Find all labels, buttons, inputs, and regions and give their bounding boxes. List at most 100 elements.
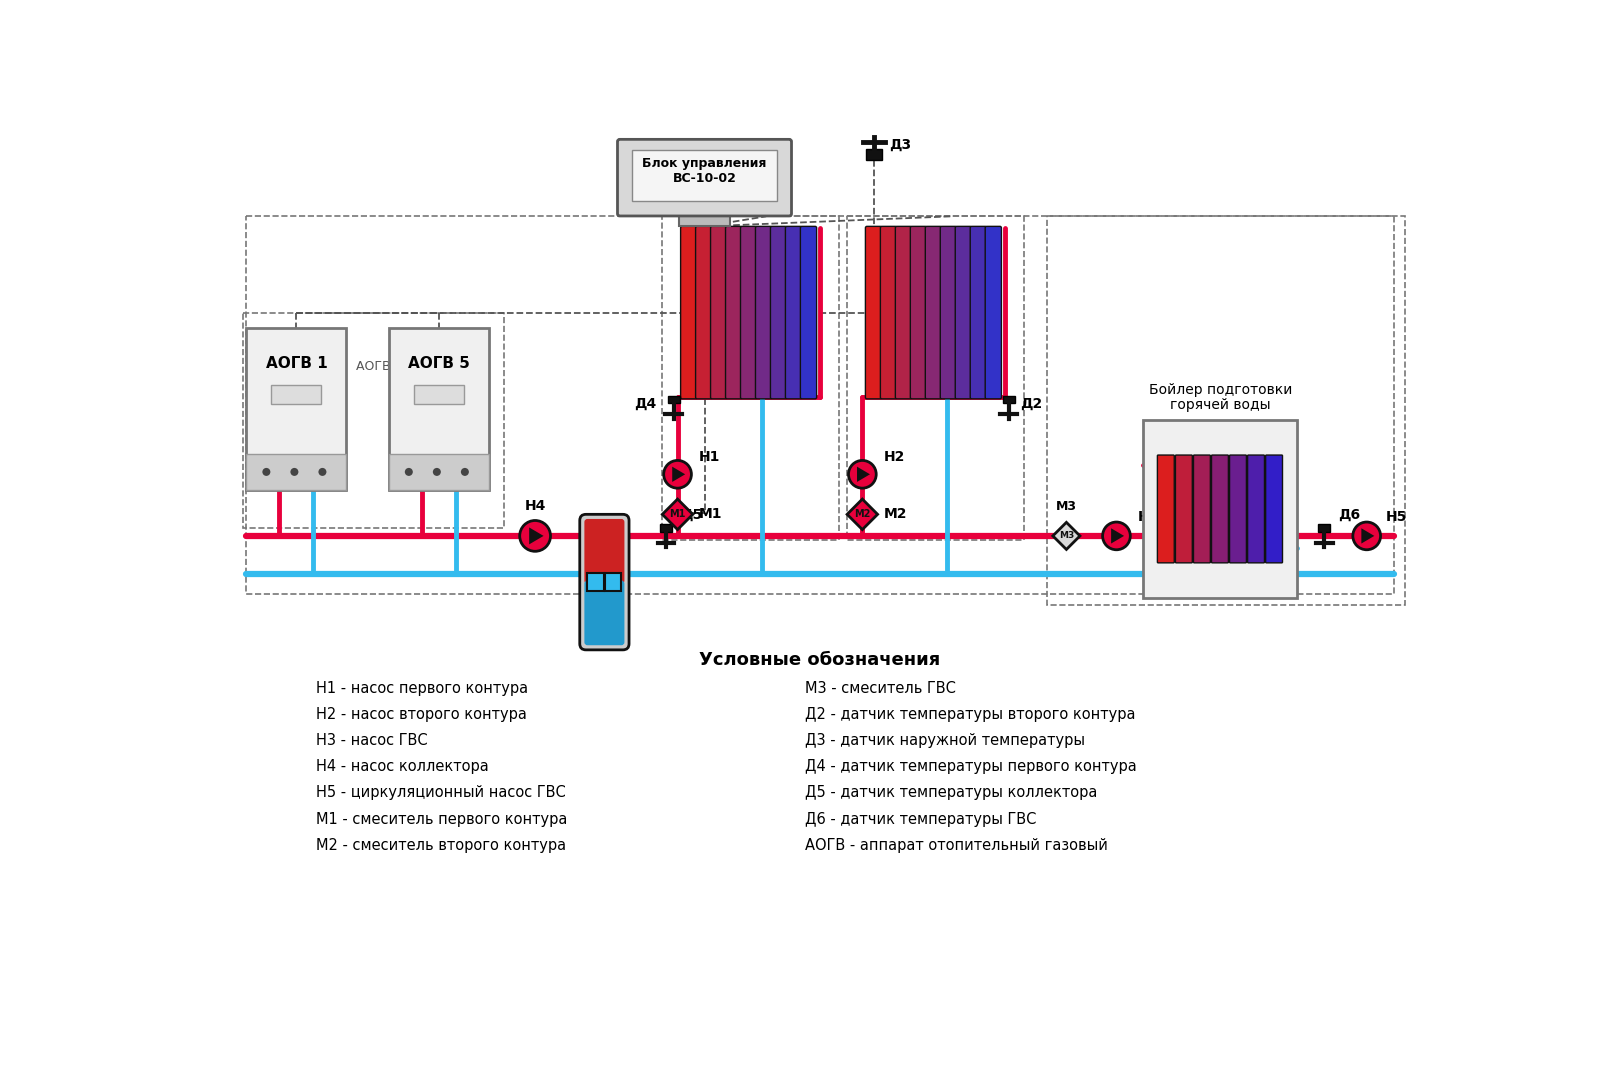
FancyBboxPatch shape	[272, 384, 322, 404]
FancyBboxPatch shape	[771, 227, 787, 398]
Circle shape	[461, 468, 469, 476]
Text: М2: М2	[854, 509, 870, 520]
FancyBboxPatch shape	[389, 454, 490, 490]
Text: Д2: Д2	[1021, 396, 1043, 410]
FancyBboxPatch shape	[1157, 455, 1174, 562]
FancyBboxPatch shape	[1248, 455, 1264, 562]
FancyBboxPatch shape	[786, 227, 802, 398]
Polygon shape	[1053, 522, 1080, 550]
Polygon shape	[672, 466, 685, 482]
FancyBboxPatch shape	[970, 227, 987, 398]
FancyBboxPatch shape	[725, 227, 742, 398]
Polygon shape	[530, 527, 544, 544]
Circle shape	[290, 468, 299, 476]
Circle shape	[1354, 522, 1381, 550]
Text: Н2 - насос второго контура: Н2 - насос второго контура	[315, 707, 526, 722]
FancyBboxPatch shape	[632, 150, 778, 201]
Text: горячей воды: горячей воды	[1170, 398, 1270, 412]
Text: Н3: Н3	[1138, 510, 1160, 524]
Text: М2: М2	[883, 507, 907, 522]
FancyBboxPatch shape	[389, 328, 490, 490]
FancyBboxPatch shape	[1194, 455, 1210, 562]
FancyBboxPatch shape	[680, 227, 698, 398]
FancyBboxPatch shape	[667, 396, 680, 404]
FancyBboxPatch shape	[925, 227, 941, 398]
Circle shape	[848, 460, 877, 488]
Text: Блок управления: Блок управления	[642, 158, 766, 170]
Circle shape	[1102, 522, 1130, 550]
Text: М1: М1	[669, 509, 686, 520]
Text: Д5: Д5	[680, 507, 702, 522]
FancyBboxPatch shape	[910, 227, 926, 398]
Text: АОГВ ...: АОГВ ...	[355, 360, 406, 373]
Text: М3: М3	[1059, 531, 1074, 540]
FancyBboxPatch shape	[800, 227, 816, 398]
FancyBboxPatch shape	[605, 573, 621, 591]
FancyBboxPatch shape	[1144, 421, 1298, 597]
Text: Д3: Д3	[890, 137, 912, 151]
Text: Н5: Н5	[1386, 510, 1408, 524]
Text: Д6 - датчик температуры ГВС: Д6 - датчик температуры ГВС	[805, 812, 1035, 826]
Text: Д2 - датчик температуры второго контура: Д2 - датчик температуры второго контура	[805, 707, 1134, 722]
Text: М2 - смеситель второго контура: М2 - смеситель второго контура	[315, 838, 566, 853]
FancyBboxPatch shape	[584, 519, 624, 584]
FancyBboxPatch shape	[941, 227, 957, 398]
Text: АОГВ - аппарат отопительный газовый: АОГВ - аппарат отопительный газовый	[805, 838, 1107, 853]
FancyBboxPatch shape	[678, 211, 730, 227]
FancyBboxPatch shape	[661, 524, 672, 532]
FancyBboxPatch shape	[866, 149, 882, 160]
Text: М3 - смеситель ГВС: М3 - смеситель ГВС	[805, 681, 955, 695]
Text: Бойлер подготовки: Бойлер подготовки	[1149, 382, 1293, 396]
Text: М3: М3	[1056, 499, 1077, 513]
Text: М1 - смеситель первого контура: М1 - смеситель первого контура	[315, 812, 566, 826]
FancyBboxPatch shape	[1229, 455, 1246, 562]
Circle shape	[262, 468, 270, 476]
FancyBboxPatch shape	[880, 227, 896, 398]
Text: АОГВ 1: АОГВ 1	[266, 356, 328, 371]
FancyBboxPatch shape	[755, 227, 771, 398]
Text: АОГВ 5: АОГВ 5	[408, 356, 470, 371]
FancyBboxPatch shape	[1003, 396, 1014, 404]
Text: Н1 - насос первого контура: Н1 - насос первого контура	[315, 681, 528, 695]
Text: Н2: Н2	[883, 450, 906, 464]
FancyBboxPatch shape	[896, 227, 912, 398]
Circle shape	[434, 468, 442, 476]
Text: М1: М1	[699, 507, 723, 522]
FancyBboxPatch shape	[1266, 455, 1283, 562]
FancyBboxPatch shape	[866, 227, 882, 398]
FancyBboxPatch shape	[696, 227, 712, 398]
FancyBboxPatch shape	[955, 227, 971, 398]
Polygon shape	[1362, 528, 1374, 543]
Polygon shape	[846, 499, 877, 529]
Circle shape	[520, 521, 550, 552]
Text: Д6: Д6	[1338, 507, 1360, 522]
FancyBboxPatch shape	[1176, 455, 1192, 562]
Text: Н4: Н4	[525, 498, 546, 513]
Circle shape	[318, 468, 326, 476]
FancyBboxPatch shape	[584, 580, 624, 645]
Text: Д4 - датчик температуры первого контура: Д4 - датчик температуры первого контура	[805, 759, 1136, 774]
FancyBboxPatch shape	[618, 140, 792, 216]
FancyBboxPatch shape	[587, 573, 605, 591]
FancyBboxPatch shape	[741, 227, 757, 398]
Polygon shape	[858, 466, 870, 482]
FancyBboxPatch shape	[710, 227, 726, 398]
Text: Н4 - насос коллектора: Н4 - насос коллектора	[315, 759, 488, 774]
Text: Д4: Д4	[634, 396, 656, 410]
Polygon shape	[1110, 528, 1125, 543]
Text: Н5 - циркуляционный насос ГВС: Н5 - циркуляционный насос ГВС	[315, 785, 565, 801]
FancyBboxPatch shape	[414, 384, 464, 404]
FancyBboxPatch shape	[1318, 524, 1330, 532]
FancyBboxPatch shape	[986, 227, 1002, 398]
Text: Условные обозначения: Условные обозначения	[699, 652, 941, 670]
Circle shape	[405, 468, 413, 476]
Polygon shape	[662, 499, 693, 529]
Circle shape	[664, 460, 691, 488]
Text: Н3 - насос ГВС: Н3 - насос ГВС	[315, 733, 427, 748]
Text: Д5 - датчик температуры коллектора: Д5 - датчик температуры коллектора	[805, 785, 1098, 801]
FancyBboxPatch shape	[246, 328, 347, 490]
FancyBboxPatch shape	[246, 454, 347, 490]
FancyBboxPatch shape	[579, 514, 629, 650]
Text: ВС-10-02: ВС-10-02	[672, 173, 736, 185]
Text: Н1: Н1	[699, 450, 720, 464]
